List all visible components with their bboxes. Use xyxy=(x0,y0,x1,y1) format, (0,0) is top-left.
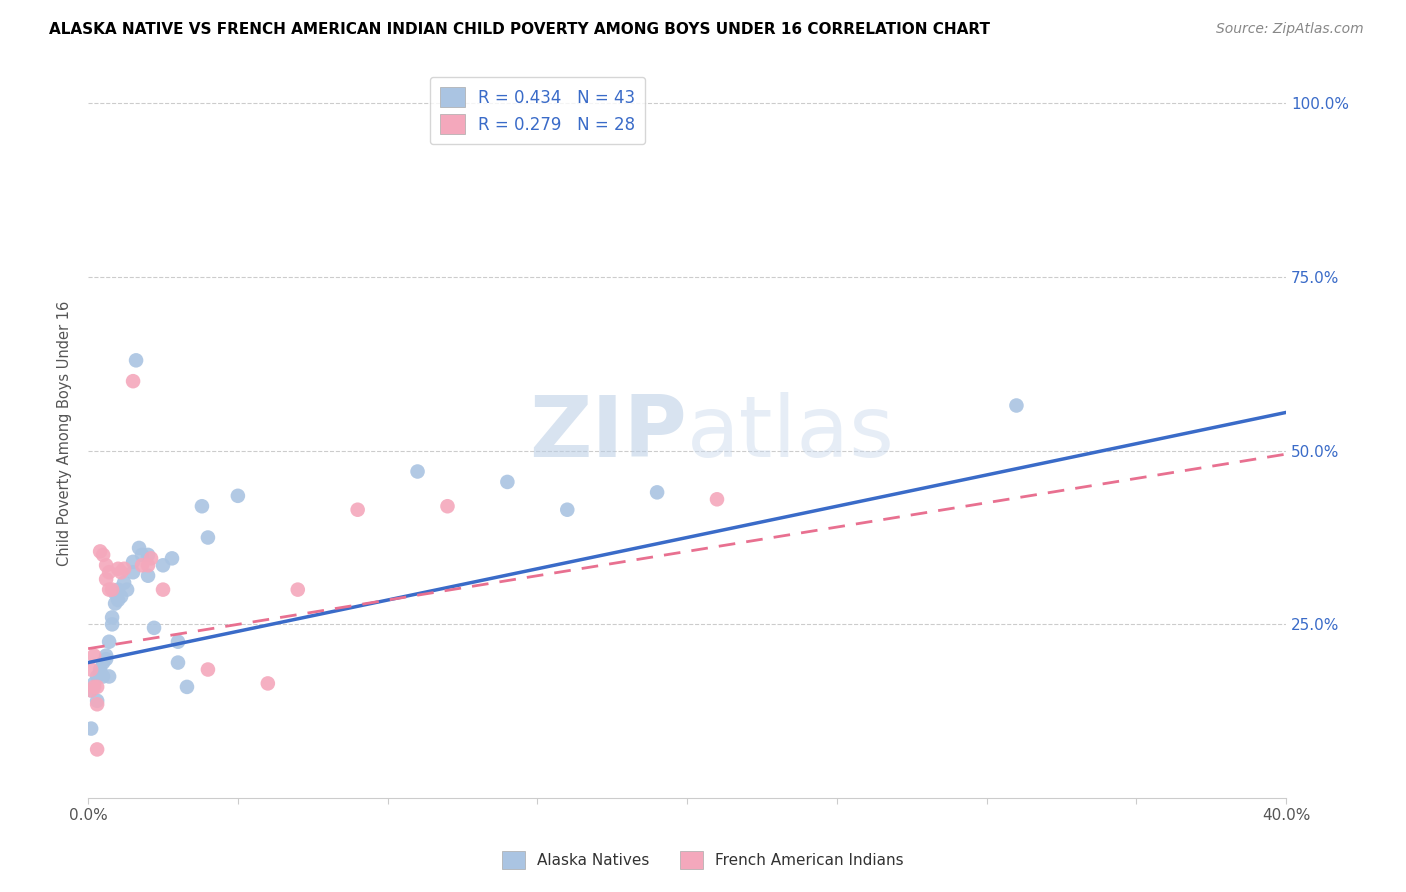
Legend: R = 0.434   N = 43, R = 0.279   N = 28: R = 0.434 N = 43, R = 0.279 N = 28 xyxy=(430,77,645,145)
Point xyxy=(112,575,135,590)
Y-axis label: Child Poverty Among Boys Under 16: Child Poverty Among Boys Under 16 xyxy=(58,301,72,566)
Point xyxy=(83,676,105,690)
Text: Source: ZipAtlas.com: Source: ZipAtlas.com xyxy=(1216,22,1364,37)
Point xyxy=(80,663,103,677)
Point xyxy=(122,555,145,569)
Point xyxy=(122,374,145,388)
Point xyxy=(152,582,174,597)
Point xyxy=(706,492,728,507)
Point xyxy=(107,593,129,607)
Point xyxy=(122,566,145,580)
Point xyxy=(496,475,519,489)
Point xyxy=(139,551,162,566)
Point xyxy=(86,742,108,756)
Point xyxy=(80,683,103,698)
Point xyxy=(110,590,132,604)
Point xyxy=(131,558,153,573)
Point xyxy=(1005,399,1028,413)
Point xyxy=(555,502,578,516)
Point xyxy=(287,582,309,597)
Point xyxy=(160,551,183,566)
Point xyxy=(80,683,103,698)
Text: atlas: atlas xyxy=(688,392,896,475)
Point xyxy=(167,634,190,648)
Point xyxy=(91,669,114,683)
Point xyxy=(86,680,108,694)
Point xyxy=(91,548,114,562)
Point xyxy=(89,665,111,680)
Point xyxy=(136,548,159,562)
Point xyxy=(98,582,121,597)
Point xyxy=(256,676,278,690)
Point xyxy=(83,648,105,663)
Point xyxy=(110,566,132,580)
Point xyxy=(136,558,159,573)
Point xyxy=(406,465,429,479)
Point xyxy=(152,558,174,573)
Point xyxy=(176,680,198,694)
Text: ALASKA NATIVE VS FRENCH AMERICAN INDIAN CHILD POVERTY AMONG BOYS UNDER 16 CORREL: ALASKA NATIVE VS FRENCH AMERICAN INDIAN … xyxy=(49,22,990,37)
Point xyxy=(94,572,117,586)
Point xyxy=(94,558,117,573)
Point xyxy=(112,562,135,576)
Point xyxy=(436,500,458,514)
Point xyxy=(94,652,117,666)
Point xyxy=(91,656,114,670)
Point xyxy=(98,634,121,648)
Point xyxy=(86,694,108,708)
Point xyxy=(346,502,368,516)
Text: ZIP: ZIP xyxy=(529,392,688,475)
Point xyxy=(83,680,105,694)
Point xyxy=(101,610,124,624)
Legend: Alaska Natives, French American Indians: Alaska Natives, French American Indians xyxy=(496,845,910,875)
Point xyxy=(98,669,121,683)
Point xyxy=(226,489,249,503)
Point xyxy=(136,568,159,582)
Point xyxy=(645,485,668,500)
Point xyxy=(86,698,108,712)
Point xyxy=(197,531,219,545)
Point xyxy=(143,621,166,635)
Point xyxy=(107,562,129,576)
Point xyxy=(125,353,148,368)
Point xyxy=(167,656,190,670)
Point xyxy=(98,566,121,580)
Point xyxy=(197,663,219,677)
Point xyxy=(89,663,111,677)
Point xyxy=(101,617,124,632)
Point xyxy=(131,548,153,562)
Point xyxy=(94,648,117,663)
Point xyxy=(115,582,138,597)
Point xyxy=(104,586,127,600)
Point xyxy=(89,544,111,558)
Point xyxy=(86,669,108,683)
Point xyxy=(80,722,103,736)
Point xyxy=(191,500,214,514)
Point xyxy=(128,541,150,555)
Point xyxy=(104,597,127,611)
Point xyxy=(101,582,124,597)
Point xyxy=(107,582,129,597)
